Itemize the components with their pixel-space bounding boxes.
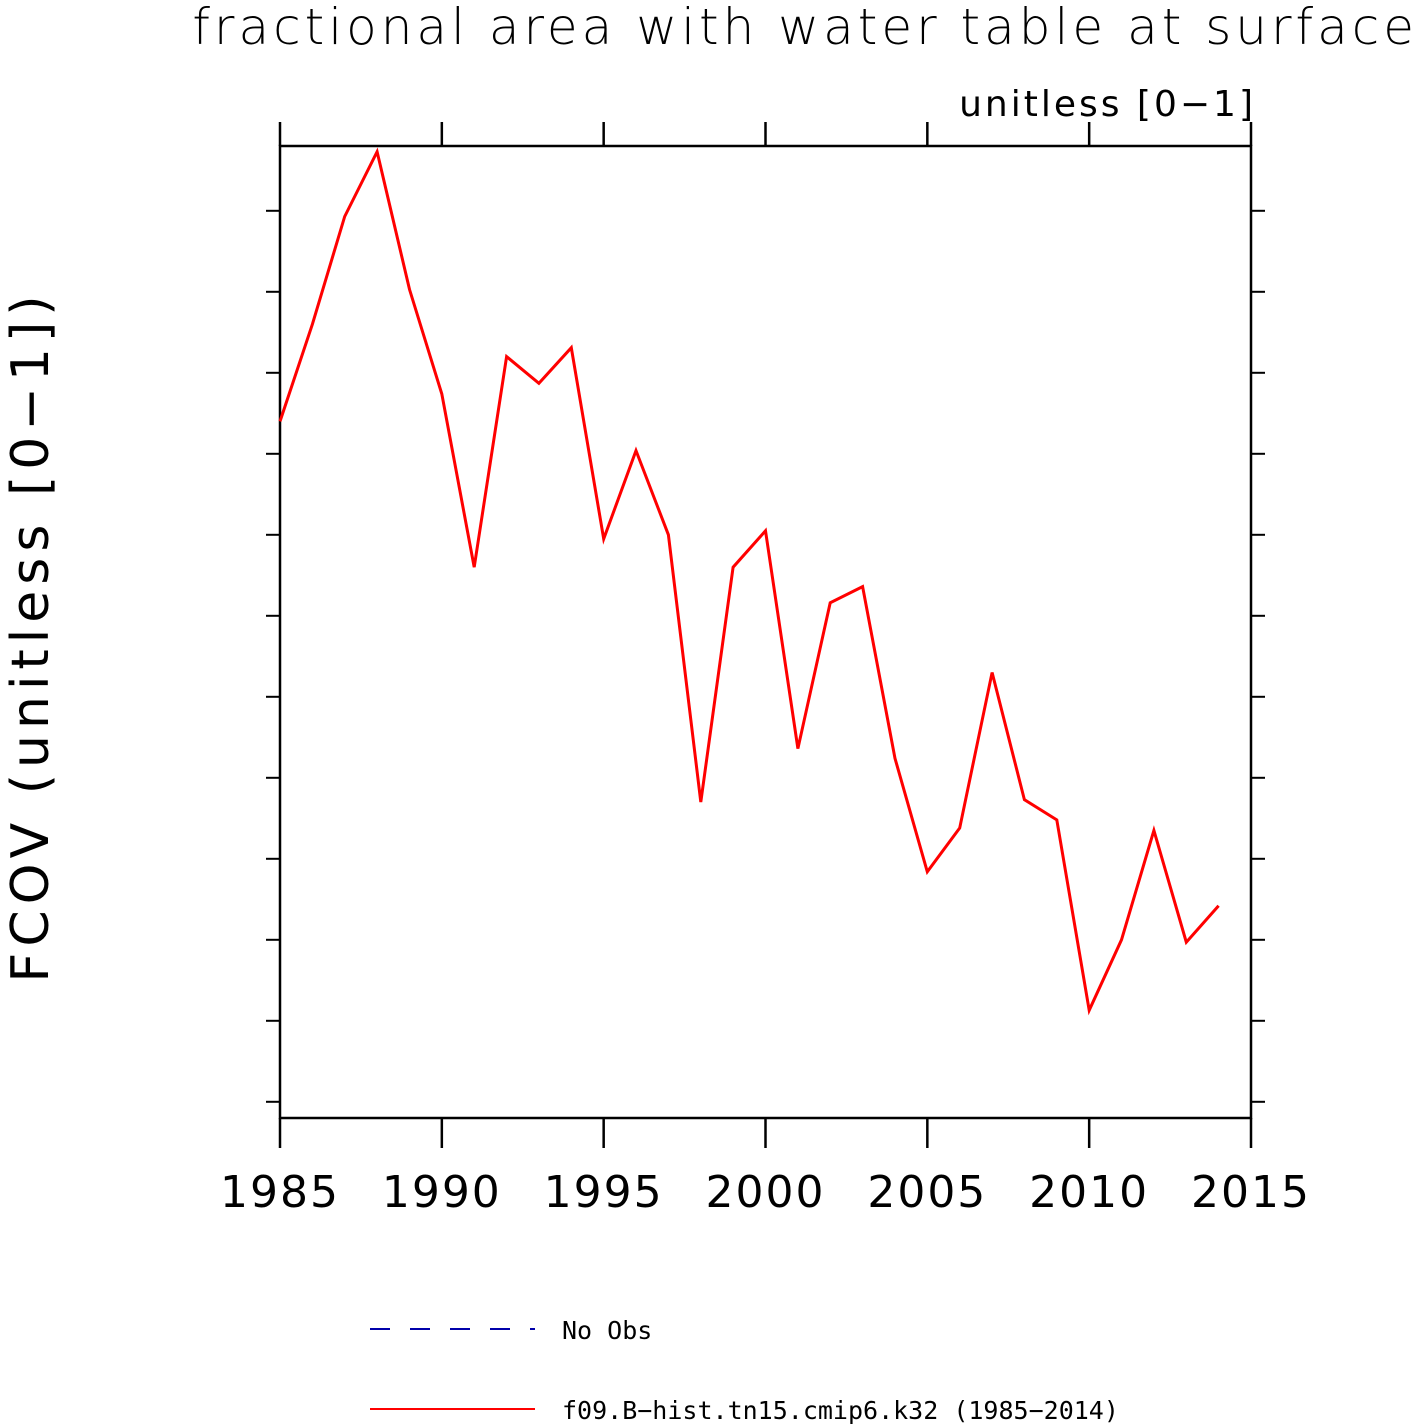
x-tick-label-2015: 2015 <box>1191 1167 1311 1218</box>
chart-subtitle: unitless [0−1] <box>959 84 1256 125</box>
x-tick-label-2010: 2010 <box>1029 1167 1149 1218</box>
x-ticks: 1985 1990 1995 2000 2005 2010 2015 <box>220 122 1311 1218</box>
series-layer <box>278 147 1220 1016</box>
x-tick-label-1985: 1985 <box>220 1167 340 1218</box>
x-tick-label-1990: 1990 <box>382 1167 502 1218</box>
legend: No Obs f09.B−hist.tn15.cmip6.k32 (1985−2… <box>370 1316 1119 1425</box>
x-tick-label-2005: 2005 <box>867 1167 987 1218</box>
x-tick-label-1995: 1995 <box>544 1167 664 1218</box>
series-line-0 <box>278 147 1220 1016</box>
x-tick-label-2000: 2000 <box>706 1167 826 1218</box>
legend-label-no-obs: No Obs <box>562 1316 652 1345</box>
y-axis-label: FCOV (unitless [0−1]) <box>1 289 61 982</box>
chart-title: fractional area with water table at surf… <box>192 0 1418 56</box>
legend-label-model: f09.B−hist.tn15.cmip6.k32 (1985−2014) <box>562 1396 1119 1425</box>
y-ticks <box>266 209 1265 1103</box>
